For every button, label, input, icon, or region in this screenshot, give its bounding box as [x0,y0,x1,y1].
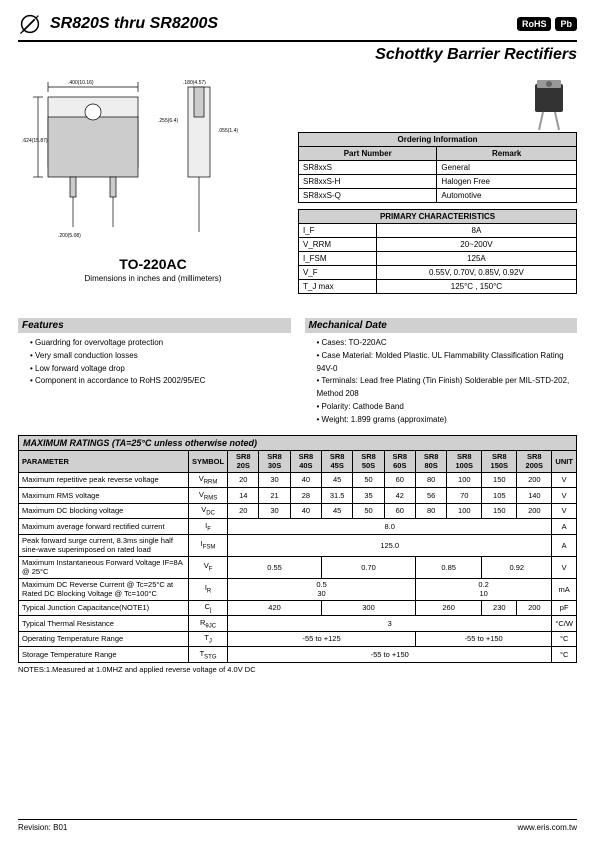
table-row: Maximum DC Reverse Current @ Tc=25°C at … [19,578,577,600]
svg-text:.624(15.87): .624(15.87) [22,138,48,144]
mechanical-heading: Mechanical Date [305,318,578,333]
package-name: TO-220AC [18,256,288,272]
ratings-header: MAXIMUM RATINGS (TA=25°C unless otherwis… [19,435,577,450]
info-tables-column: Ordering Information Part Number Remark … [298,72,577,300]
ordering-col1: Part Number [299,147,437,161]
table-row: Peak forward surge current, 8.3ms single… [19,534,577,556]
table-row: Maximum RMS voltage VRMS 14212831.535425… [19,488,577,504]
mech-item: Cases: TO-220AC [309,337,578,350]
svg-text:.180(4.57): .180(4.57) [183,80,206,86]
table-row: Operating Temperature Range TJ -55 to +1… [19,631,577,647]
ordering-header: Ordering Information [299,133,577,147]
package-dimension-note: Dimensions in inches and (millimeters) [18,274,288,283]
mechanical-block: Mechanical Date Cases: TO-220AC Case Mat… [305,310,578,427]
features-list: Guardring for overvoltage protection Ver… [18,337,291,388]
website-url: www.eris.com.tw [517,823,577,832]
table-row: Maximum Instantaneous Forward Voltage IF… [19,556,577,578]
package-diagram-column: .400(10.16) .624(15.87) .255(6.4) .055(1… [18,72,288,300]
page-footer: Revision: B01 www.eris.com.tw [18,819,577,832]
ordering-info-table: Ordering Information Part Number Remark … [298,132,577,203]
table-row: Maximum DC blocking voltage VDC 20304045… [19,503,577,519]
feature-item: Low forward voltage drop [22,363,291,376]
feature-item: Guardring for overvoltage protection [22,337,291,350]
table-row: Maximum average forward rectified curren… [19,519,577,535]
mech-item: Weight: 1.899 grams (approximate) [309,414,578,427]
notes-text: NOTES:1.Measured at 1.0MHZ and applied r… [18,665,577,674]
table-row: Storage Temperature Range TSTG -55 to +1… [19,647,577,663]
table-row: Typical Thermal Resistance RθJC 3 °C/W [19,616,577,632]
ordering-col2: Remark [437,147,577,161]
product-type-subtitle: Schottky Barrier Rectifiers [18,46,577,64]
mechanical-list: Cases: TO-220AC Case Material: Molded Pl… [305,337,578,427]
table-row: Typical Junction Capacitance(NOTE1) Cj 4… [19,600,577,616]
compliance-badges: RoHS Pb [517,17,577,31]
svg-text:.055(1.4): .055(1.4) [218,128,238,134]
feature-item: Very small conduction losses [22,350,291,363]
table-row: Maximum repetitive peak reverse voltage … [19,472,577,488]
mech-item: Terminals: Lead free Plating (Tin Finish… [309,375,578,401]
part-number-title: SR820S thru SR8200S [50,15,218,33]
features-mech-row: Features Guardring for overvoltage prote… [18,310,577,427]
company-logo-icon [18,12,42,36]
rohs-badge: RoHS [517,17,552,31]
svg-text:.255(6.4): .255(6.4) [158,118,178,124]
primary-header: PRIMARY CHARACTERISTICS [299,210,577,224]
mech-item: Case Material: Molded Plastic. UL Flamma… [309,350,578,376]
primary-characteristics-table: PRIMARY CHARACTERISTICS I_F8A V_RRM20~20… [298,209,577,294]
pb-badge: Pb [555,17,577,31]
maximum-ratings-table: MAXIMUM RATINGS (TA=25°C unless otherwis… [18,435,577,663]
features-heading: Features [18,318,291,333]
revision-text: Revision: B01 [18,823,67,832]
svg-text:.200(5.08): .200(5.08) [58,233,81,239]
header: SR820S thru SR8200S RoHS Pb [18,12,577,42]
package-outline-diagram: .400(10.16) .624(15.87) .255(6.4) .055(1… [18,72,288,252]
component-photo-icon [517,72,577,132]
logo-area: SR820S thru SR8200S [18,12,218,36]
feature-item: Component in accordance to RoHS 2002/95/… [22,375,291,388]
features-block: Features Guardring for overvoltage prote… [18,310,291,427]
svg-text:.400(10.16): .400(10.16) [68,80,94,86]
top-section: .400(10.16) .624(15.87) .255(6.4) .055(1… [18,72,577,300]
mech-item: Polarity: Cathode Band [309,401,578,414]
